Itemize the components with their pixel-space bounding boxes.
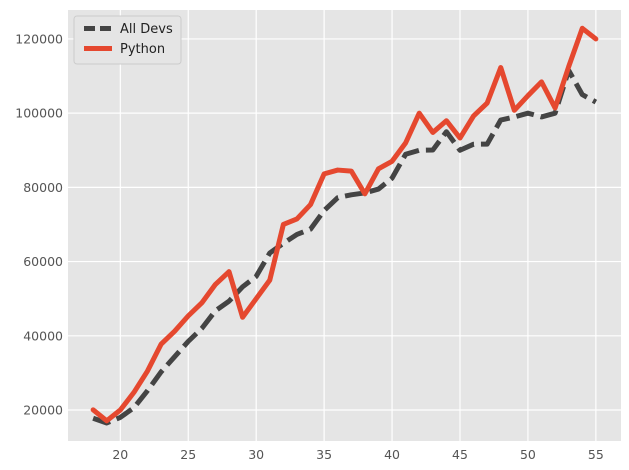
y-tick-label: 80000 xyxy=(23,180,63,195)
x-tick-label: 35 xyxy=(316,447,332,462)
gridlines xyxy=(68,10,621,441)
series-layer xyxy=(90,25,599,426)
y-tick-label: 100000 xyxy=(15,106,63,121)
legend-label-all-devs: All Devs xyxy=(120,22,173,37)
y-axis-ticks: 20000 40000 60000 80000 100000 120000 xyxy=(15,31,63,417)
legend: All Devs Python xyxy=(73,15,182,65)
series-line-all-devs xyxy=(92,67,598,426)
x-tick-label: 55 xyxy=(588,447,604,462)
x-tick-label: 50 xyxy=(520,447,536,462)
y-tick-label: 120000 xyxy=(15,31,63,46)
series-line-python xyxy=(90,25,599,424)
y-tick-label: 60000 xyxy=(23,254,63,269)
x-tick-label: 45 xyxy=(452,447,468,462)
y-tick-label: 40000 xyxy=(23,328,63,343)
plot-area xyxy=(68,10,621,441)
x-tick-label: 25 xyxy=(180,447,196,462)
x-tick-label: 40 xyxy=(384,447,400,462)
legend-label-python: Python xyxy=(120,42,165,57)
x-tick-label: 20 xyxy=(112,447,128,462)
x-axis-ticks: 20 25 30 35 40 45 50 55 xyxy=(112,447,603,462)
x-tick-label: 30 xyxy=(248,447,264,462)
y-tick-label: 20000 xyxy=(23,403,63,418)
